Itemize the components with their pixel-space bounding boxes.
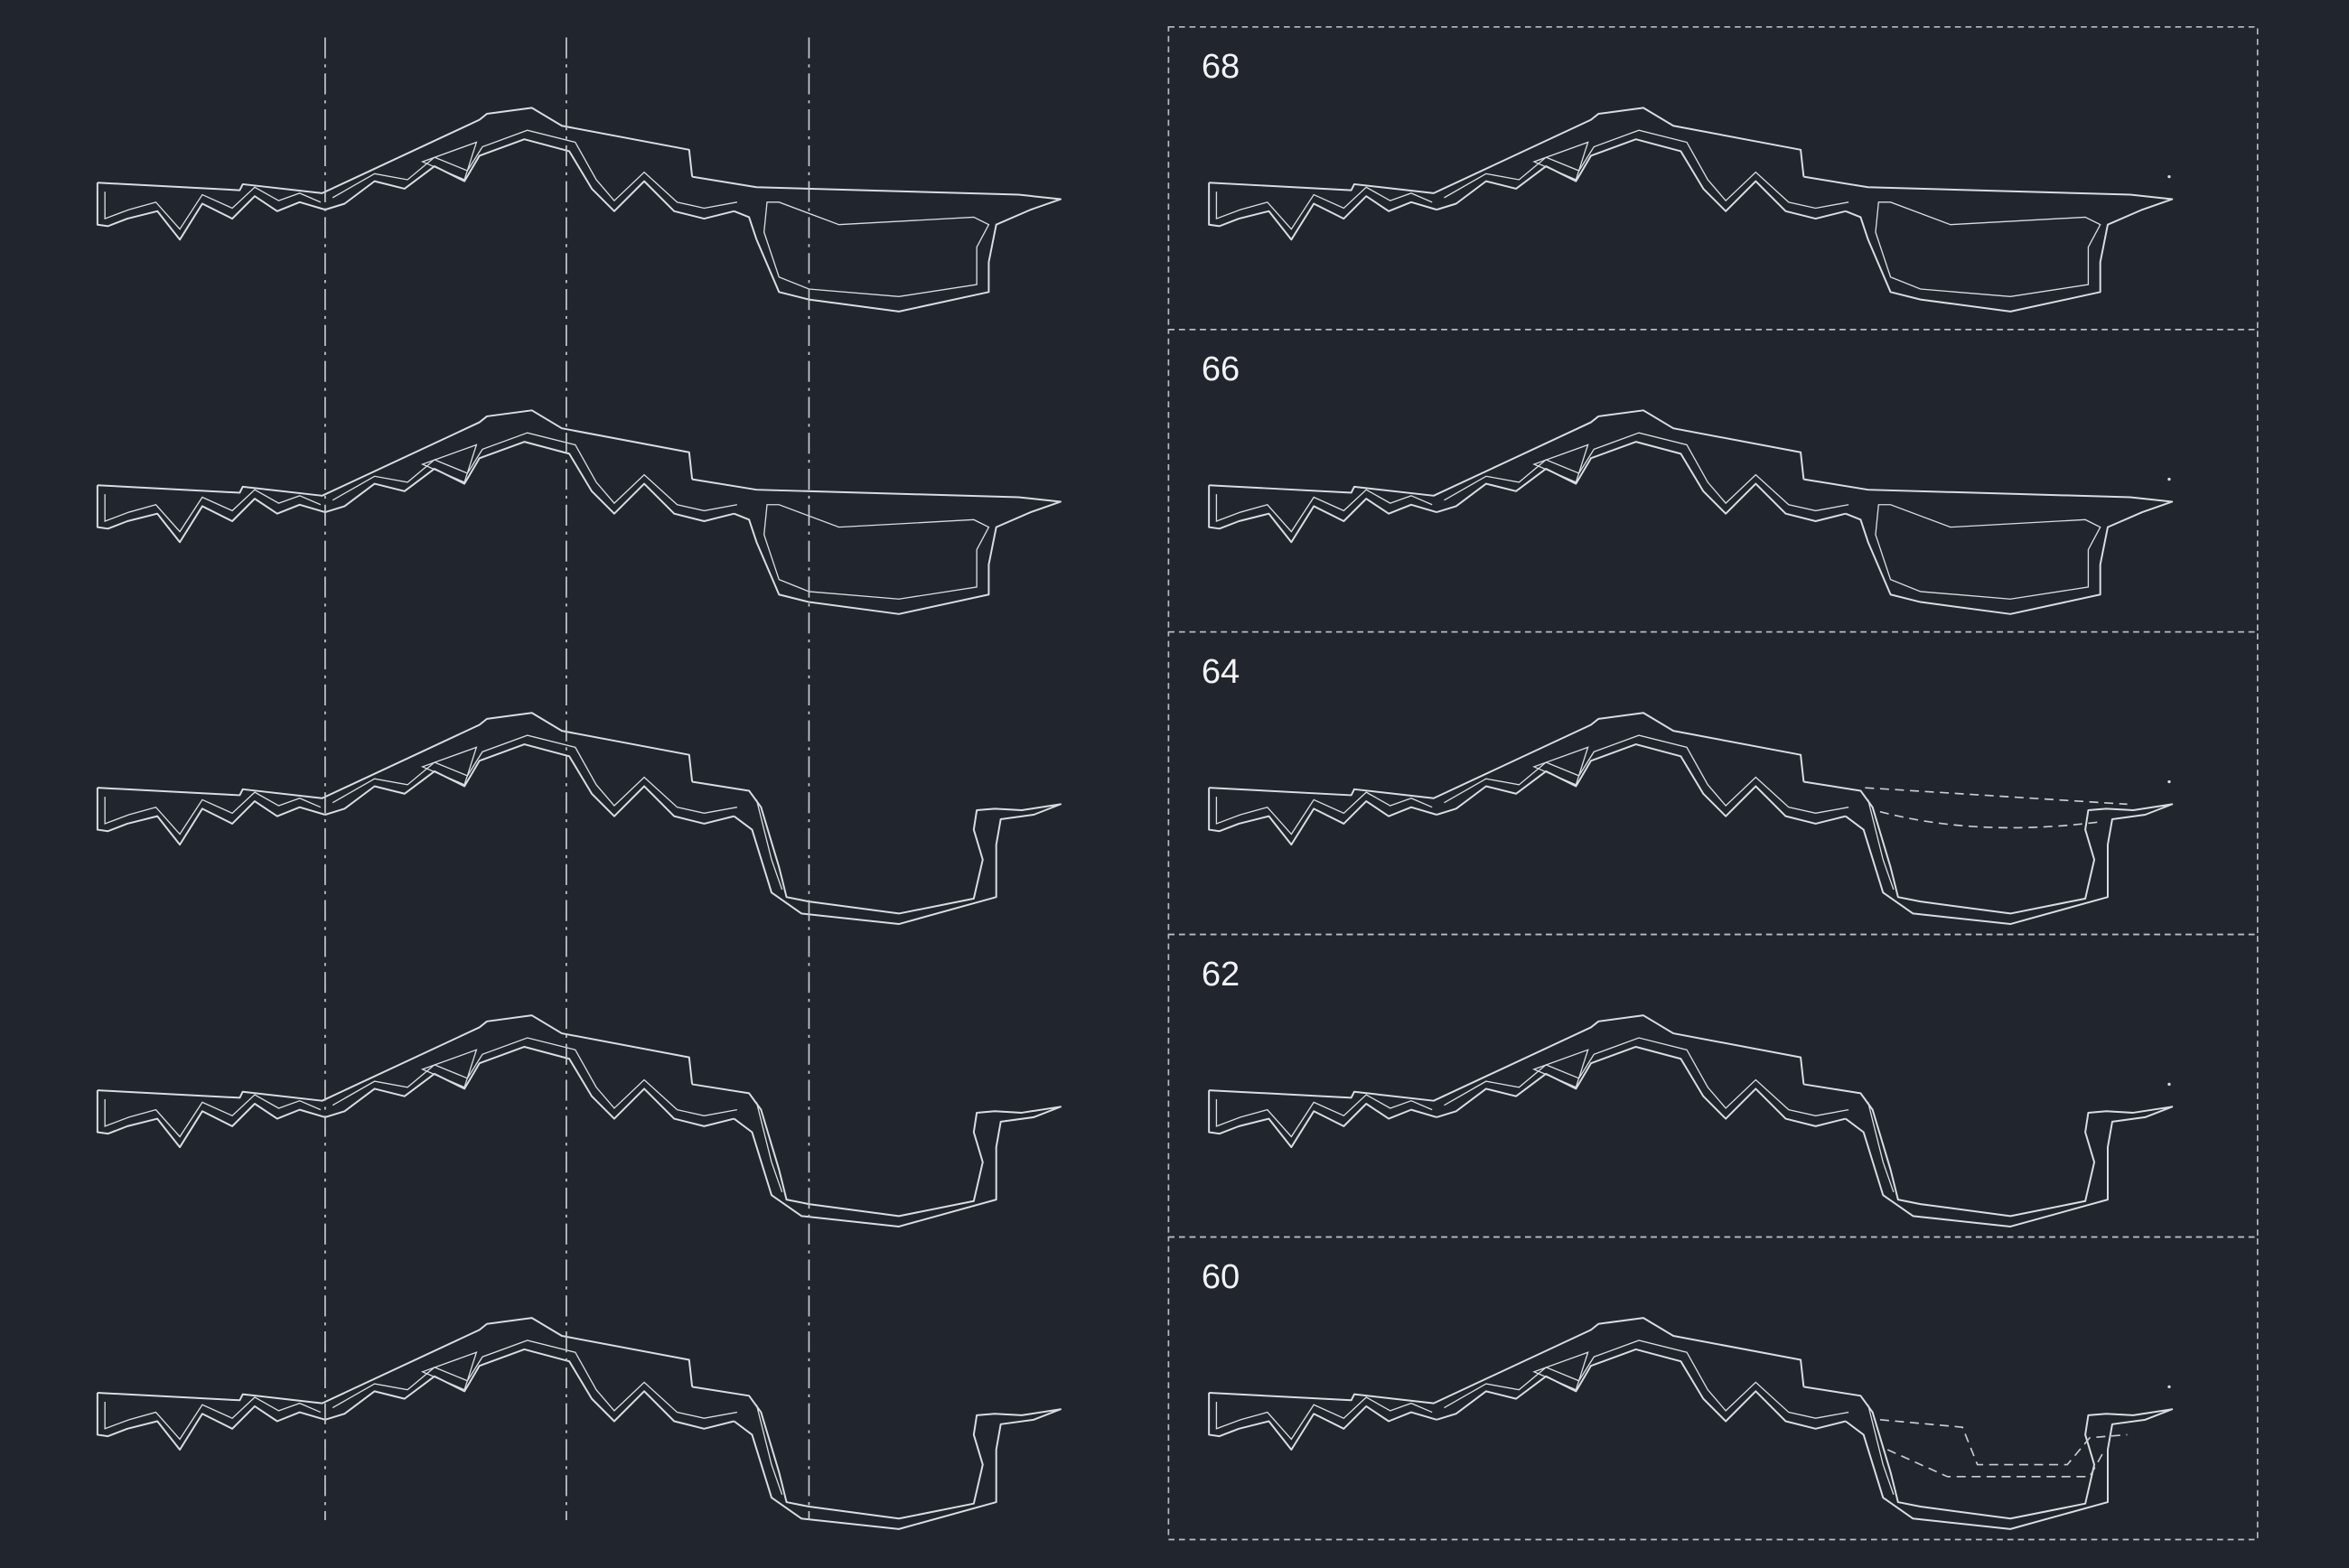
water-level — [1865, 787, 2128, 829]
panel-frame — [1167, 26, 2259, 331]
panel-label: 62 — [1202, 955, 1240, 994]
panel-frame — [1167, 328, 2259, 633]
panel-frame — [1167, 1236, 2259, 1541]
panel-profile — [1209, 713, 2172, 924]
marker-dot — [2167, 477, 2171, 481]
section-profile — [98, 1318, 1061, 1529]
marker-dot — [2167, 779, 2171, 784]
section-profile — [98, 107, 1061, 311]
drain-level — [1879, 1419, 2128, 1478]
panel-label: 60 — [1202, 1257, 1240, 1296]
section-profile — [98, 410, 1061, 613]
section-profile — [98, 713, 1061, 924]
panel-profile — [1209, 1318, 2172, 1529]
panel-label: 66 — [1202, 350, 1240, 388]
panel-profile — [1209, 107, 2172, 311]
marker-dot — [2167, 1385, 2171, 1389]
panel-frame — [1167, 933, 2259, 1238]
section-profile — [98, 1015, 1061, 1227]
marker-dot — [2167, 1082, 2171, 1087]
panel-frame — [1167, 630, 2259, 936]
panel-label: 68 — [1202, 47, 1240, 86]
panel-profile — [1209, 410, 2172, 613]
marker-dot — [2167, 174, 2171, 179]
panel-label: 64 — [1202, 652, 1240, 691]
panel-profile — [1209, 1015, 2172, 1227]
